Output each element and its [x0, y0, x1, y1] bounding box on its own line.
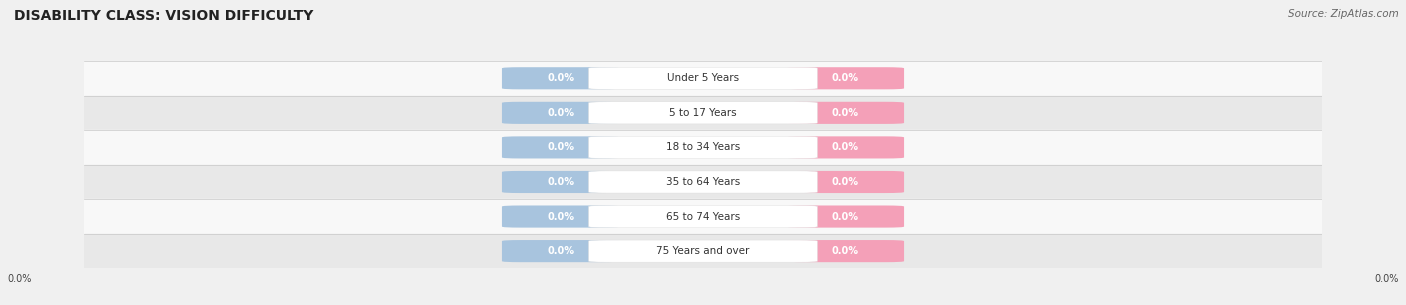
Text: 0.0%: 0.0% — [1375, 274, 1399, 285]
FancyBboxPatch shape — [589, 102, 817, 124]
Bar — [84, 95, 1322, 130]
Text: 0.0%: 0.0% — [832, 212, 859, 221]
FancyBboxPatch shape — [502, 206, 620, 228]
FancyBboxPatch shape — [589, 67, 817, 89]
Bar — [84, 234, 1322, 268]
Bar — [84, 130, 1322, 165]
FancyBboxPatch shape — [502, 171, 620, 193]
FancyBboxPatch shape — [786, 206, 904, 228]
FancyBboxPatch shape — [589, 171, 817, 193]
Bar — [84, 199, 1322, 234]
Text: 0.0%: 0.0% — [832, 246, 859, 256]
FancyBboxPatch shape — [786, 240, 904, 262]
Text: 0.0%: 0.0% — [547, 212, 574, 221]
FancyBboxPatch shape — [589, 240, 817, 262]
FancyBboxPatch shape — [786, 136, 904, 159]
Text: 0.0%: 0.0% — [832, 177, 859, 187]
Text: 65 to 74 Years: 65 to 74 Years — [666, 212, 740, 221]
FancyBboxPatch shape — [502, 136, 620, 159]
FancyBboxPatch shape — [589, 136, 817, 159]
FancyBboxPatch shape — [786, 102, 904, 124]
Text: 0.0%: 0.0% — [547, 246, 574, 256]
FancyBboxPatch shape — [589, 206, 817, 228]
Text: 0.0%: 0.0% — [547, 73, 574, 83]
Text: DISABILITY CLASS: VISION DIFFICULTY: DISABILITY CLASS: VISION DIFFICULTY — [14, 9, 314, 23]
Text: 0.0%: 0.0% — [547, 108, 574, 118]
Text: 18 to 34 Years: 18 to 34 Years — [666, 142, 740, 152]
Bar — [84, 165, 1322, 199]
Text: 0.0%: 0.0% — [547, 177, 574, 187]
FancyBboxPatch shape — [502, 102, 620, 124]
FancyBboxPatch shape — [786, 171, 904, 193]
FancyBboxPatch shape — [786, 67, 904, 89]
FancyBboxPatch shape — [502, 240, 620, 262]
Text: 0.0%: 0.0% — [547, 142, 574, 152]
Text: 0.0%: 0.0% — [7, 274, 31, 285]
Text: Source: ZipAtlas.com: Source: ZipAtlas.com — [1288, 9, 1399, 19]
Text: 0.0%: 0.0% — [832, 108, 859, 118]
FancyBboxPatch shape — [502, 67, 620, 89]
Text: 75 Years and over: 75 Years and over — [657, 246, 749, 256]
Bar — [84, 61, 1322, 95]
Text: 5 to 17 Years: 5 to 17 Years — [669, 108, 737, 118]
Text: Under 5 Years: Under 5 Years — [666, 73, 740, 83]
Text: 0.0%: 0.0% — [832, 142, 859, 152]
Text: 35 to 64 Years: 35 to 64 Years — [666, 177, 740, 187]
Text: 0.0%: 0.0% — [832, 73, 859, 83]
